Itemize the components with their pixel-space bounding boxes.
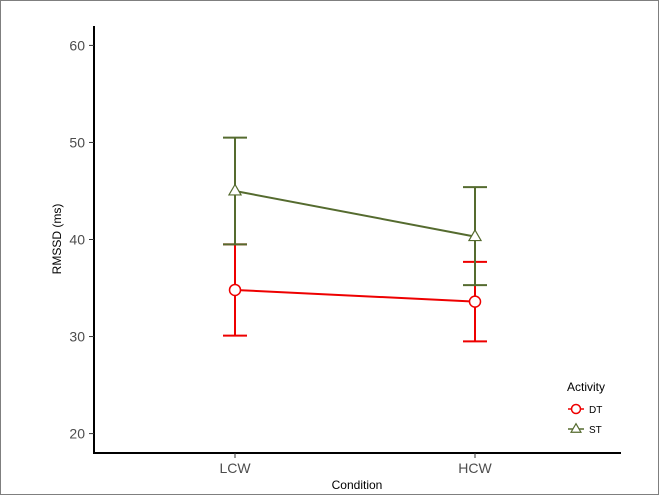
legend-label: ST	[589, 425, 602, 436]
x-tick-label: HCW	[458, 460, 492, 476]
data-point-triangle	[227, 183, 243, 196]
data-point-circle	[468, 295, 482, 308]
data-point-circle	[228, 283, 242, 297]
y-tick-label: 30	[69, 329, 85, 345]
series-layer	[223, 136, 487, 343]
x-axis-title: Condition	[332, 478, 383, 492]
y-tick-label: 20	[69, 426, 85, 442]
series-line	[234, 189, 476, 238]
y-tick-label: 50	[69, 134, 85, 150]
x-ticks: LCW HCW	[219, 453, 493, 476]
legend: Activity DT ST	[567, 380, 605, 436]
data-point-circle	[570, 403, 582, 415]
x-tick-label: LCW	[219, 460, 251, 476]
y-tick-label: 60	[69, 37, 85, 53]
y-ticks: 20 30 40 50 60	[69, 37, 94, 442]
axes	[93, 26, 621, 454]
y-axis-title: RMSSD (ms)	[50, 204, 64, 275]
data-point-triangle	[467, 228, 483, 242]
legend-items: DT ST	[568, 403, 602, 436]
legend-item-st: ST	[568, 422, 602, 436]
legend-label: DT	[589, 405, 602, 416]
series-dt	[223, 243, 487, 343]
y-tick-label: 40	[69, 232, 85, 248]
data-point-triangle	[570, 422, 582, 433]
series-st	[223, 136, 487, 287]
legend-title: Activity	[567, 380, 605, 394]
legend-item-dt: DT	[568, 403, 602, 416]
series-line	[234, 288, 476, 303]
